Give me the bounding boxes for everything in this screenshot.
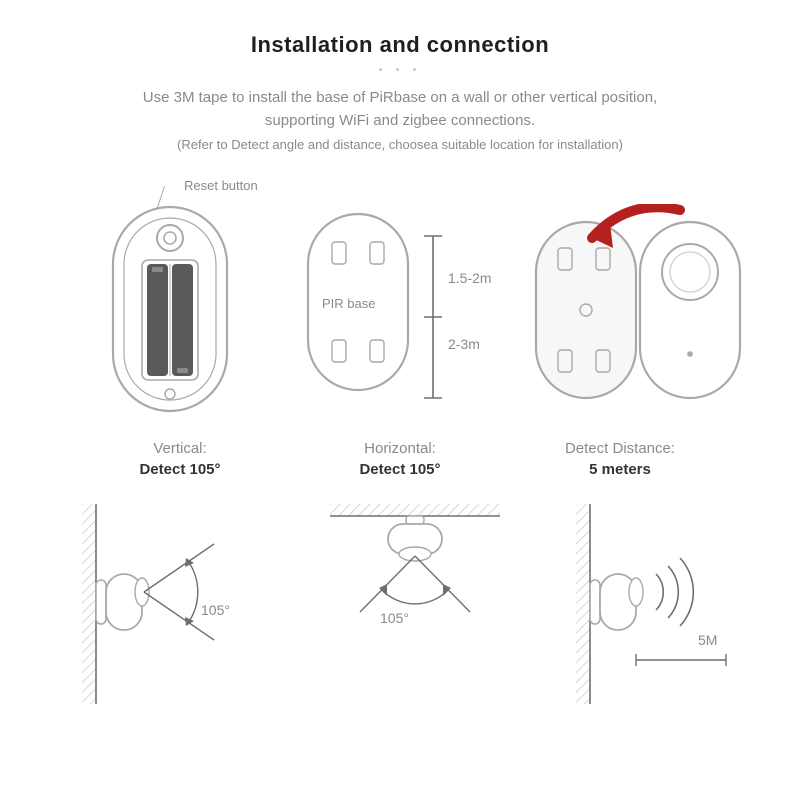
height-range-upper: 1.5-2m <box>448 270 492 286</box>
sketch-distance-value: 5M <box>698 632 717 648</box>
specs-row: Vertical: Detect 105° Horizontal: Detect… <box>0 432 800 478</box>
spec-distance-label: Detect Distance: <box>510 440 730 457</box>
separator-dots: • • • <box>0 58 800 86</box>
spec-distance-value: 5 meters <box>510 457 730 478</box>
height-dimension-bar <box>424 232 442 402</box>
sketch-horizontal <box>330 504 500 684</box>
sketch-distance <box>576 504 746 704</box>
desc-line-1: Use 3M tape to install the base of PiRba… <box>143 89 657 106</box>
device-back-illustration <box>110 204 230 414</box>
base-sensor-assembly-illustration <box>530 204 750 414</box>
spec-horizontal-value: Detect 105° <box>290 457 510 478</box>
spec-vertical-value: Detect 105° <box>70 457 290 478</box>
spec-horizontal: Horizontal: Detect 105° <box>290 440 510 478</box>
spec-vertical-label: Vertical: <box>70 440 290 457</box>
device-views-row: Reset button PIR base 1.5-2m 2-3m <box>0 172 800 432</box>
reset-button-label: Reset button <box>184 178 258 193</box>
sketch-horizontal-angle: 105° <box>380 610 409 626</box>
description: Use 3M tape to install the base of PiRba… <box>0 86 800 133</box>
pir-base-label: PIR base <box>322 296 375 311</box>
page-title: Installation and connection <box>0 0 800 58</box>
spec-vertical: Vertical: Detect 105° <box>70 440 290 478</box>
sketch-row: 105° 105° <box>0 504 800 724</box>
description-sub: (Refer to Detect angle and distance, cho… <box>0 133 800 152</box>
sketch-vertical-angle: 105° <box>201 602 230 618</box>
spec-horizontal-label: Horizontal: <box>290 440 510 457</box>
height-range-lower: 2-3m <box>448 336 480 352</box>
desc-line-2: supporting WiFi and zigbee connections. <box>265 112 535 129</box>
spec-distance: Detect Distance: 5 meters <box>510 440 730 478</box>
